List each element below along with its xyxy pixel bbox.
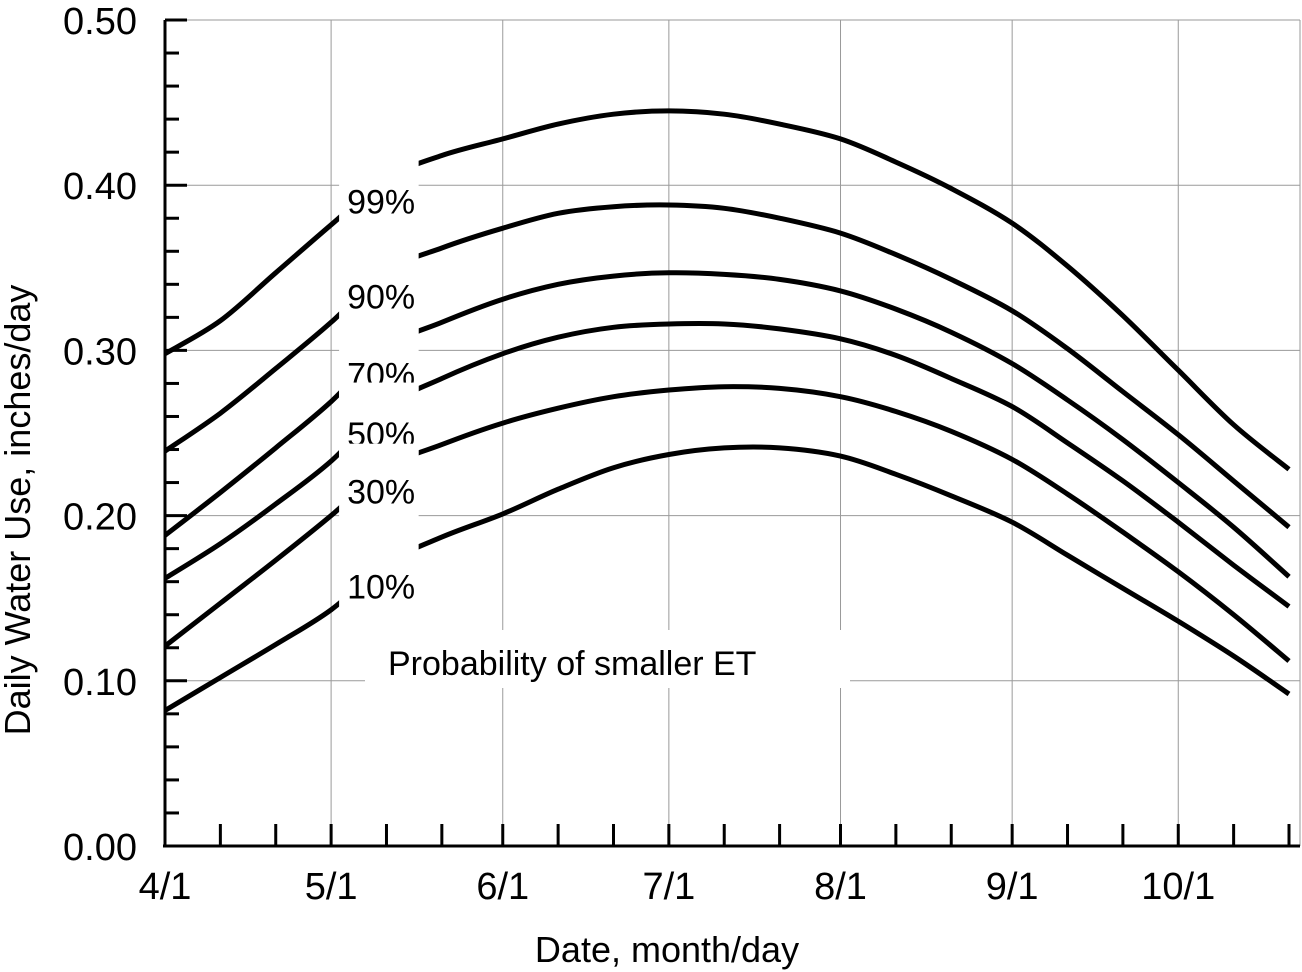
grid-lines [165,19,1301,846]
series-line [163,444,1291,713]
y-tick-label: 0.50 [63,1,137,43]
x-tick-label: 6/1 [476,866,529,908]
series-line [163,270,1291,579]
x-tick-label: 9/1 [986,866,1039,908]
series-label: 30% [347,474,415,512]
y-tick-label: 0.20 [63,497,137,539]
annotation-box: Probability of smaller ET [365,630,850,688]
series-label-gap [339,443,419,532]
y-tick-label: 0.00 [63,827,137,869]
series-label-gap [339,539,419,626]
x-tick-label: 8/1 [814,866,867,908]
x-tick-label: 4/1 [139,866,192,908]
series-label-gap [339,154,419,241]
x-axis-title: Date, month/day [535,929,799,970]
axes [163,20,1300,848]
x-tick-label: 10/1 [1141,866,1215,908]
series-line [163,384,1291,663]
y-axis-title: Daily Water Use, inches/day [0,285,38,736]
series-label: 99% [347,184,415,222]
series-lines [163,108,1291,713]
y-tick-label: 0.30 [63,331,137,373]
series-line [163,320,1291,609]
series-line [163,108,1291,472]
series-label: 10% [347,569,415,607]
series-label: 90% [347,279,415,317]
annotation-text: Probability of smaller ET [388,645,756,683]
y-tick-label: 0.10 [63,662,137,704]
y-tick-label: 0.40 [63,166,137,208]
series-labels: 99%90%70%50%30%10% [339,154,419,626]
minor-ticks [163,18,1291,848]
x-tick-label: 5/1 [305,866,358,908]
y-tick-labels: 0.00 0.10 0.20 0.30 0.40 0.50 [63,1,137,869]
series-line [163,202,1291,530]
x-tick-label: 7/1 [642,866,695,908]
x-tick-labels: 4/1 5/1 6/1 7/1 8/1 9/1 10/1 [139,866,1216,908]
